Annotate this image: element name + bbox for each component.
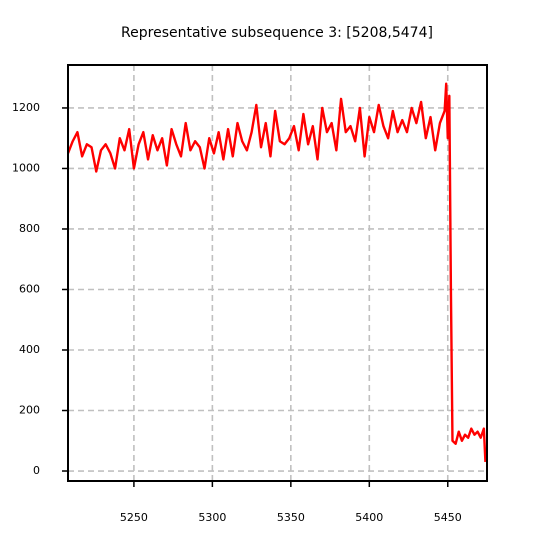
y-tick-label: 200 xyxy=(19,404,40,417)
plot-frame xyxy=(67,64,488,482)
data-line xyxy=(68,82,487,462)
y-tick-label: 1000 xyxy=(12,161,40,174)
x-tick-label: 5250 xyxy=(120,511,148,524)
x-tick-label: 5300 xyxy=(198,511,226,524)
y-tick-label: 400 xyxy=(19,343,40,356)
y-tick-label: 800 xyxy=(19,222,40,235)
chart-title: Representative subsequence 3: [5208,5474… xyxy=(121,25,433,41)
x-tick-label: 5350 xyxy=(277,511,305,524)
x-tick-label: 5450 xyxy=(434,511,462,524)
x-tick-label: 5400 xyxy=(355,511,383,524)
y-tick-label: 600 xyxy=(19,282,40,295)
y-tick-label: 0 xyxy=(33,464,40,477)
y-tick-label: 1200 xyxy=(12,101,40,114)
